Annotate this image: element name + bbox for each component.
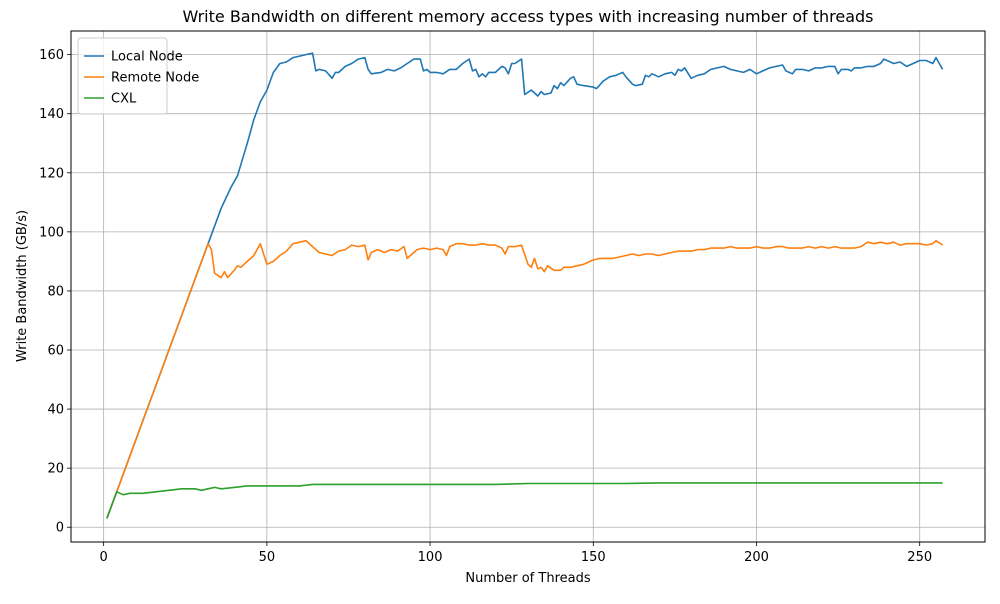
y-axis-title: Write Bandwidth (GB/s) bbox=[15, 210, 30, 362]
y-tick-label: 160 bbox=[39, 48, 64, 63]
cxl-series-line bbox=[106, 482, 943, 519]
x-tick-label: 0 bbox=[100, 550, 108, 565]
local-node-series-line bbox=[106, 52, 944, 519]
local-node-legend-label: Local Node bbox=[111, 50, 183, 65]
x-tick-label: 100 bbox=[418, 550, 443, 565]
y-tick-label: 100 bbox=[39, 225, 64, 240]
grid bbox=[71, 31, 985, 542]
y-tick-label: 0 bbox=[56, 521, 64, 536]
y-tick-label: 40 bbox=[47, 403, 64, 418]
plot-frame bbox=[70, 30, 986, 543]
x-tick-label: 150 bbox=[581, 550, 606, 565]
legend: Local Node Remote Node CXL bbox=[77, 37, 199, 115]
y-tick-label: 120 bbox=[39, 166, 64, 181]
x-tick-label: 250 bbox=[907, 550, 932, 565]
y-tick-label: 60 bbox=[47, 344, 64, 359]
chart-title: Write Bandwidth on different memory acce… bbox=[182, 7, 873, 26]
remote-node-series-line bbox=[106, 239, 944, 519]
x-tick-label: 200 bbox=[744, 550, 769, 565]
y-tick-label: 80 bbox=[47, 284, 64, 299]
legend-items: Local Node Remote Node CXL bbox=[84, 50, 199, 107]
y-tick-label: 140 bbox=[39, 107, 64, 122]
cxl-legend-label: CXL bbox=[111, 92, 137, 107]
series-lines bbox=[106, 52, 944, 519]
x-axis-title: Number of Threads bbox=[465, 571, 590, 586]
axis-ticks: 0 50 100 150 200 250 0 20 40 60 80 100 120 140 160 bbox=[39, 48, 932, 565]
legend-box bbox=[77, 37, 168, 115]
x-tick-label: 50 bbox=[259, 550, 276, 565]
y-tick-label: 20 bbox=[47, 462, 64, 477]
remote-node-legend-label: Remote Node bbox=[111, 71, 199, 86]
